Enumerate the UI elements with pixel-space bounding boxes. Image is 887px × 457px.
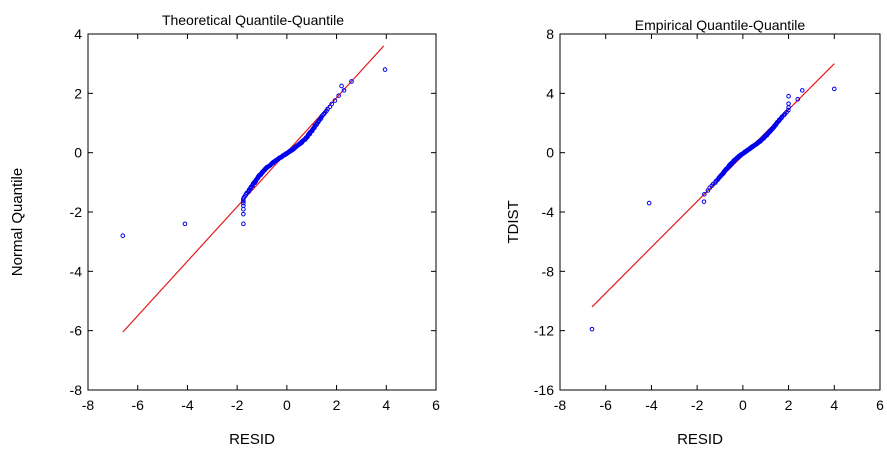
data-point xyxy=(786,101,791,106)
y-tick-label: -12 xyxy=(534,323,554,339)
x-axis-title: RESID xyxy=(677,431,723,448)
x-tick-label: 0 xyxy=(739,397,747,413)
y-tick-label: -8 xyxy=(542,263,555,279)
y-axis-title: Normal Quantile xyxy=(9,168,26,276)
y-tick-label: -6 xyxy=(70,323,83,339)
x-tick-label: 0 xyxy=(283,397,291,413)
y-tick-label: -4 xyxy=(70,263,83,279)
plot-frame xyxy=(559,33,881,391)
x-tick-label: -6 xyxy=(599,397,612,413)
chart-title: Theoretical Quantile-Quantile xyxy=(162,12,344,28)
y-axis-title: TDIST xyxy=(505,200,522,243)
y-tick-label: -8 xyxy=(70,382,83,398)
outlier-point xyxy=(831,86,837,92)
x-tick-label: 6 xyxy=(876,397,884,413)
chart-title: Empirical Quantile-Quantile xyxy=(635,17,806,33)
x-tick-label: 6 xyxy=(432,397,440,413)
data-point xyxy=(241,203,246,209)
y-tick-label: 8 xyxy=(546,26,554,42)
y-tick-label: 4 xyxy=(546,85,554,101)
data-point xyxy=(786,107,791,113)
x-tick-label: 2 xyxy=(333,397,341,413)
data-point xyxy=(786,93,791,99)
x-tick-label: -4 xyxy=(645,397,658,413)
data-point xyxy=(336,93,341,98)
x-axis-title: RESID xyxy=(229,431,275,448)
outlier-point xyxy=(382,67,388,72)
x-tick-label: -6 xyxy=(131,397,144,413)
x-tick-label: -8 xyxy=(554,397,567,413)
y-tick-label: -2 xyxy=(70,204,83,220)
data-point xyxy=(702,191,707,197)
reference-line xyxy=(122,45,385,333)
chart-panel-2: Empirical Quantile-Quantile -8 -6 -4 -2 0 2 4 6 -… xyxy=(505,17,884,448)
x-tick-label: 4 xyxy=(382,397,390,413)
y-tick-label: 4 xyxy=(74,26,82,42)
data-point xyxy=(241,211,246,217)
data-point xyxy=(329,101,335,107)
x-tick-label: -8 xyxy=(82,397,95,413)
y-tick-label: 0 xyxy=(546,145,554,161)
outlier-point xyxy=(646,200,652,206)
plot-frame xyxy=(87,33,437,391)
y-tick-label: 0 xyxy=(74,145,82,161)
y-tick-label: 2 xyxy=(74,85,82,101)
outlier-point xyxy=(799,88,805,93)
outlier-point xyxy=(795,96,801,102)
outlier-point xyxy=(349,79,354,84)
data-point xyxy=(241,200,246,206)
x-tick-label: -4 xyxy=(181,397,194,413)
outlier-point xyxy=(182,221,188,227)
y-tick-label: -4 xyxy=(542,204,555,220)
chart-panel-1: Theoretical Quantile-Quantile -8 -6 -4 -2 0 2 4… xyxy=(9,12,440,448)
outlier-point xyxy=(589,326,595,332)
y-tick-label: -16 xyxy=(534,382,554,398)
data-point xyxy=(325,106,330,112)
x-tick-label: -2 xyxy=(691,397,704,413)
x-tick-label: 2 xyxy=(785,397,793,413)
data-point xyxy=(332,98,338,103)
x-tick-label: 4 xyxy=(830,397,838,413)
data-point xyxy=(241,221,246,227)
outlier-point xyxy=(341,88,347,93)
data-point xyxy=(339,83,344,89)
x-tick-label: -2 xyxy=(231,397,244,413)
outlier-point xyxy=(120,233,126,239)
data-point xyxy=(701,199,707,204)
